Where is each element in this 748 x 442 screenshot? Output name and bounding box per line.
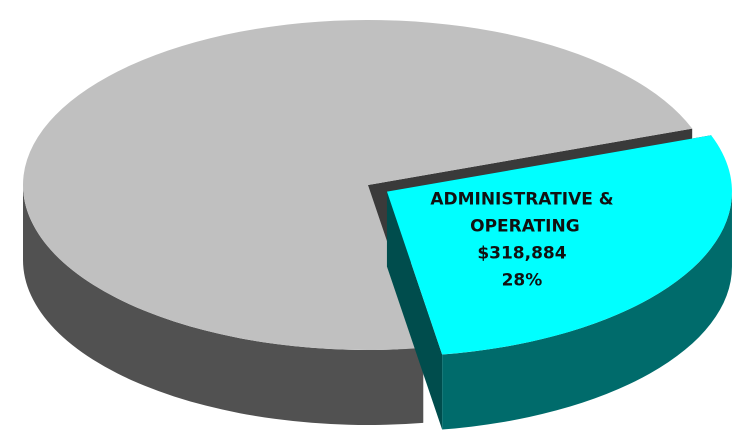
slice-side [23,185,424,425]
pie-slice [386,135,732,355]
slice-cut-face [386,191,443,430]
pie-slice [23,19,693,350]
label-line: OPERATING [464,217,579,237]
label-line: ADMINISTRATIVE & [430,190,613,210]
slice-value-label: 28% [502,271,543,291]
slice-amount-label: $318,884 [477,244,566,264]
slice-side [442,191,732,430]
slice-category-label: ADMINISTRATIVE & OPERATING [430,190,613,237]
